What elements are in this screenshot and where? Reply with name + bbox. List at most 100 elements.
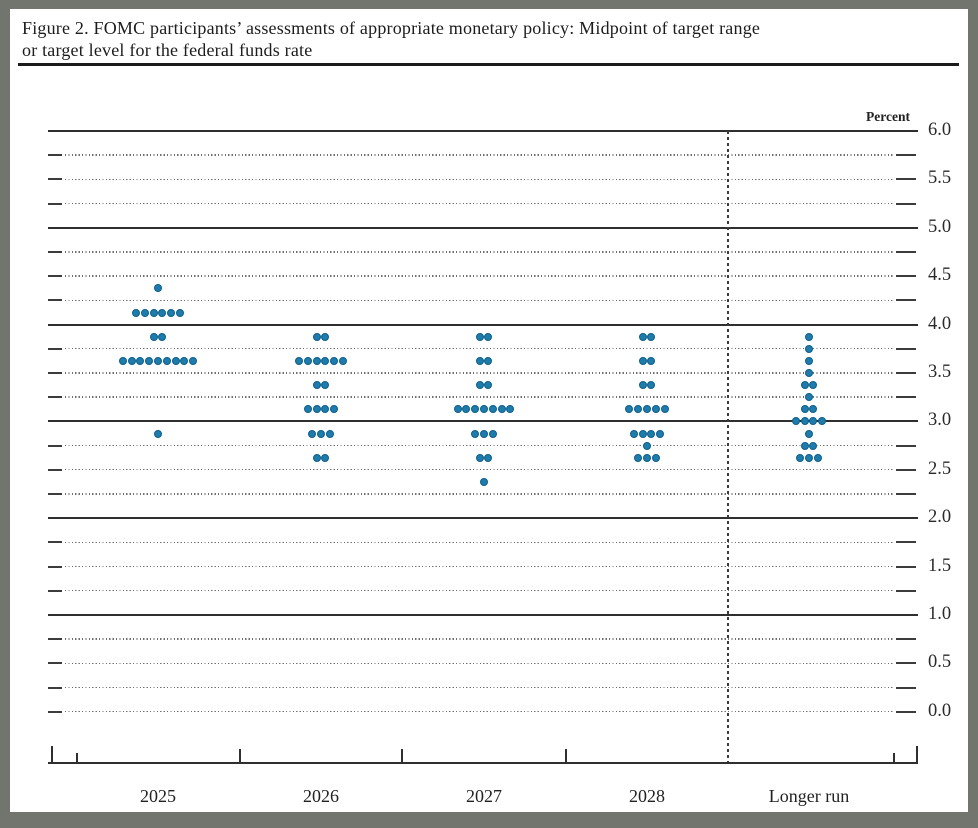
participant-dot — [488, 429, 497, 438]
participant-dot — [330, 405, 339, 414]
participant-dot — [462, 405, 471, 414]
participant-dot — [805, 344, 813, 353]
participant-dot — [317, 429, 325, 438]
x-axis-label-2028: 2028 — [629, 786, 665, 806]
gridline-dots — [65, 469, 893, 471]
participant-dot — [321, 332, 330, 341]
participant-dot — [805, 393, 813, 402]
gridline-left-dash — [48, 396, 62, 399]
participant-dot — [805, 453, 813, 462]
x-axis-label-2027: 2027 — [466, 786, 502, 806]
gridline-right-dash — [896, 347, 916, 350]
participant-dot — [660, 405, 669, 414]
participant-dot — [330, 356, 339, 365]
participant-dot — [167, 308, 176, 317]
participant-dot — [145, 356, 154, 365]
participant-dot — [809, 381, 818, 390]
participant-dot — [475, 453, 484, 462]
gridline-dotted-4.5 — [48, 275, 916, 278]
participant-dot — [484, 332, 493, 341]
gridline-right-dash — [896, 202, 916, 205]
gridline-left-dash — [48, 710, 62, 713]
participant-dot — [488, 405, 497, 414]
x-axis-label-longer-run: Longer run — [768, 786, 850, 806]
y-axis-label: 2.5 — [928, 458, 952, 479]
participant-dot — [643, 441, 651, 450]
participant-dot — [656, 429, 665, 438]
participant-dot — [312, 381, 321, 390]
gridline-dots — [65, 275, 893, 277]
participant-dot — [118, 356, 127, 365]
gridline-solid-5 — [48, 226, 918, 229]
participant-dot — [480, 429, 488, 438]
figure-title: Figure 2. FOMC participants’ assessments… — [22, 17, 952, 61]
participant-dot — [321, 453, 330, 462]
participant-dot — [791, 417, 800, 426]
gridline-dotted-0.25 — [48, 686, 916, 689]
y-axis-label: 0.5 — [928, 652, 952, 673]
gridline-right-dash — [896, 178, 916, 181]
participant-dot — [634, 405, 643, 414]
gridline-right-dash — [896, 468, 916, 471]
participant-dot — [805, 429, 813, 438]
gridline-dots — [65, 348, 893, 350]
participant-dot — [471, 429, 480, 438]
gridline-dots — [65, 396, 893, 398]
y-axis-label: 5.0 — [928, 216, 952, 237]
y-axis-label: 1.0 — [928, 604, 952, 624]
gridline-dots — [65, 178, 893, 181]
gridline-dots — [65, 372, 893, 374]
gridline-dots — [65, 565, 893, 568]
gridline-dotted-3.25 — [48, 396, 916, 399]
x-axis-tick — [401, 749, 403, 762]
gridline-left-dash — [48, 468, 62, 471]
gridline-right-dash — [896, 372, 916, 374]
x-axis-tick — [565, 749, 567, 762]
participant-dot — [312, 453, 321, 462]
participant-dot — [809, 405, 818, 414]
participant-dot — [475, 381, 484, 390]
participant-dot — [471, 405, 480, 414]
gridline-dotted-1.75 — [48, 541, 916, 544]
y-axis-label: 1.5 — [928, 555, 952, 576]
participant-dot — [484, 381, 493, 390]
participant-dot — [480, 477, 488, 486]
gridline-solid-1 — [48, 614, 918, 616]
participant-dot — [154, 356, 162, 365]
participant-dot — [805, 332, 813, 341]
participant-dot — [303, 356, 312, 365]
participant-dot — [647, 332, 656, 341]
gridline-solid-3 — [48, 420, 918, 423]
gridline-left-dash — [48, 493, 62, 495]
participant-dot — [475, 332, 484, 341]
gridline-dots — [65, 154, 893, 156]
participant-dot — [809, 417, 818, 426]
participant-dot — [647, 429, 656, 438]
participant-dot — [453, 405, 462, 414]
y-axis-label: 5.5 — [928, 168, 952, 189]
participant-dot — [800, 417, 809, 426]
gridline-dotted-1.25 — [48, 589, 916, 592]
participant-dot — [321, 381, 330, 390]
participant-dot — [638, 356, 647, 365]
y-axis-label: 4.5 — [928, 265, 952, 286]
participant-dot — [149, 332, 158, 341]
gridline-dotted-2.5 — [48, 468, 916, 471]
gridline-left-dash — [48, 565, 62, 568]
participant-dot — [506, 405, 515, 414]
participant-dot — [158, 332, 167, 341]
participant-dot — [647, 356, 656, 365]
participant-dot — [312, 332, 321, 341]
gridline-right-dash — [896, 154, 916, 157]
gridline-right-dash — [896, 565, 916, 568]
gridline-right-dash — [896, 710, 916, 713]
participant-dot — [805, 356, 813, 365]
gridline-solid-6 — [48, 130, 918, 132]
participant-dot — [625, 405, 634, 414]
x-axis-line — [48, 762, 918, 764]
participant-dot — [180, 356, 189, 365]
gridline-dots — [65, 590, 893, 592]
gridline-dots — [65, 638, 893, 640]
gridline-left-dash — [48, 275, 62, 278]
